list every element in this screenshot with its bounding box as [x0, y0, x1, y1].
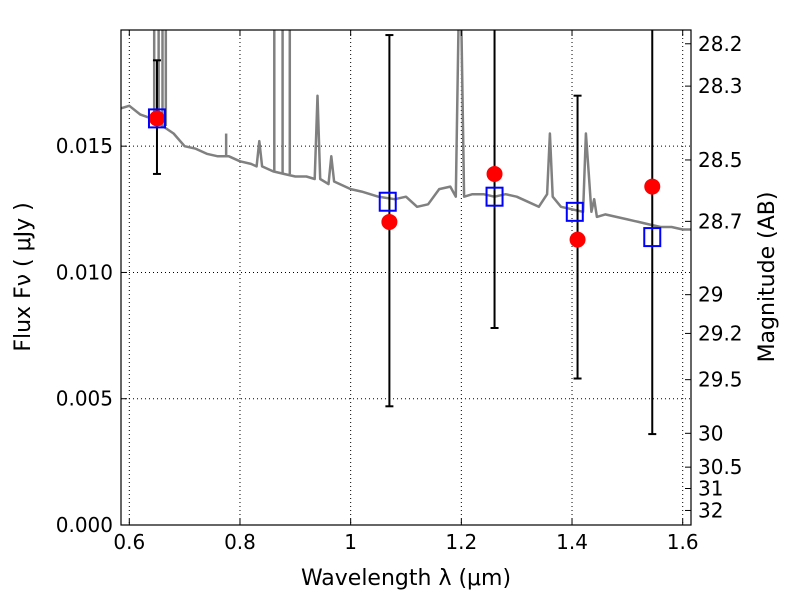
x-axis-title: Wavelength λ (μm) — [301, 566, 511, 591]
model-box — [485, 186, 504, 207]
y-axis-title: Flux Fν ( μJy ) — [11, 202, 36, 351]
y2-tick-label: 28.2 — [698, 32, 743, 56]
x-tick-label: 1 — [344, 530, 357, 554]
model-box — [147, 108, 166, 129]
y2-tick-label: 30.5 — [698, 455, 743, 479]
observed-point — [644, 178, 661, 195]
y2-tick-label: 31 — [698, 476, 723, 500]
y-tick-label: 0.010 — [56, 260, 113, 284]
x-tick-label: 1.6 — [667, 530, 699, 554]
spectrum-line — [121, 30, 691, 231]
x-tick-label: 0.6 — [113, 530, 145, 554]
observed-point — [486, 165, 503, 182]
model-box — [378, 191, 397, 212]
x-axis: 0.6 0.8 1 1.2 1.4 1.6 — [113, 30, 699, 554]
observed-point — [569, 231, 586, 248]
model-box — [565, 201, 584, 222]
y2-tick-label: 29.5 — [698, 368, 743, 392]
y-tick-label: 0.000 — [56, 513, 113, 537]
plot-area — [121, 30, 691, 436]
model-box — [643, 227, 662, 248]
y2-tick-label: 30 — [698, 421, 723, 445]
y-axis: 0.000 0.005 0.010 0.015 — [56, 134, 127, 537]
y2-tick-label: 28.3 — [698, 74, 743, 98]
y2-axis-title: Magnitude (AB) — [755, 192, 780, 363]
observed-point — [381, 213, 398, 230]
y-tick-label: 0.015 — [56, 134, 113, 158]
plot-frame — [120, 29, 692, 526]
x-tick-label: 0.8 — [224, 530, 256, 554]
y2-tick-label: 28.5 — [698, 148, 743, 172]
x-tick-label: 1.4 — [556, 530, 588, 554]
y2-tick-label: 28.7 — [698, 209, 743, 233]
y-tick-label: 0.005 — [56, 387, 113, 411]
y2-tick-label: 29 — [698, 283, 723, 307]
y2-tick-label: 29.2 — [698, 321, 743, 345]
observed-point — [148, 110, 165, 127]
x-tick-label: 1.2 — [445, 530, 477, 554]
grid — [121, 30, 691, 526]
y2-tick-label: 32 — [698, 498, 723, 522]
